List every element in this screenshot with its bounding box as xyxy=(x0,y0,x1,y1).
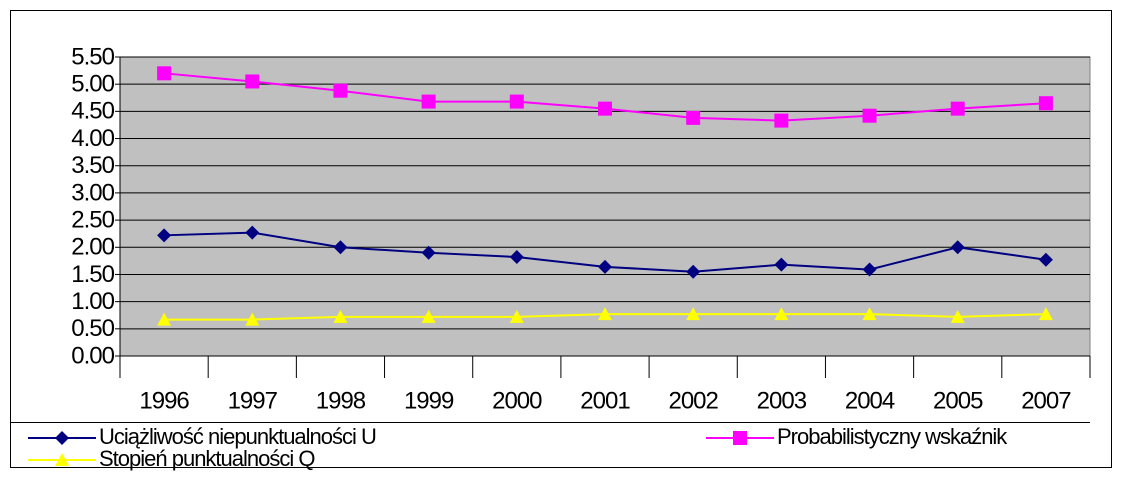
y-tick-label: 5.00 xyxy=(71,71,114,98)
x-tick-label: 1997 xyxy=(228,387,278,414)
x-tick-label: 2001 xyxy=(580,387,630,414)
data-point xyxy=(509,309,524,323)
y-tick-label: 1.00 xyxy=(71,288,114,315)
data-point xyxy=(509,250,524,265)
y-tick-label: 3.50 xyxy=(71,152,114,179)
x-tick-label: 2002 xyxy=(668,387,718,414)
x-tick-label: 2005 xyxy=(933,387,983,414)
y-tick-label: 4.50 xyxy=(71,98,114,125)
data-point xyxy=(333,83,348,98)
data-point xyxy=(333,240,348,255)
y-tick-label: 1.50 xyxy=(71,261,114,288)
data-point xyxy=(862,262,877,277)
data-point xyxy=(245,74,260,89)
x-tick-label: 2003 xyxy=(757,387,807,414)
y-tick-label: 0.00 xyxy=(71,342,114,369)
data-point xyxy=(686,264,701,279)
data-point xyxy=(774,257,789,272)
data-point xyxy=(1038,307,1053,321)
y-tick-label: 3.00 xyxy=(71,179,114,206)
data-point xyxy=(686,110,701,125)
x-tick-label: 2000 xyxy=(492,387,542,414)
x-tick-label: 1996 xyxy=(139,387,189,414)
data-point xyxy=(598,101,612,116)
x-tick-label: 2007 xyxy=(1021,387,1071,414)
legend-marker xyxy=(55,431,69,445)
legend-label: Stopień punktualności Q xyxy=(99,446,315,471)
y-tick-label: 4.00 xyxy=(71,125,114,152)
data-point xyxy=(686,307,701,321)
data-point xyxy=(598,307,612,321)
data-point xyxy=(157,66,172,81)
y-tick-label: 0.50 xyxy=(71,315,114,342)
data-point xyxy=(245,225,260,240)
y-tick-label: 5.50 xyxy=(71,43,114,70)
data-point xyxy=(421,94,436,109)
x-tick-label: 2004 xyxy=(845,387,895,414)
data-point xyxy=(421,245,436,260)
data-point xyxy=(1038,96,1053,111)
y-tick-label: 2.00 xyxy=(71,234,114,261)
legend-label: Probabilistyczny wskaźnik xyxy=(777,424,1008,449)
legend-marker xyxy=(733,431,747,445)
data-point xyxy=(509,94,524,109)
data-point xyxy=(862,108,877,123)
data-point xyxy=(245,312,260,326)
x-tick-label: 1999 xyxy=(404,387,454,414)
data-point xyxy=(950,101,965,116)
data-point xyxy=(157,312,172,326)
y-tick-label: 2.50 xyxy=(71,206,114,233)
data-point xyxy=(421,309,436,323)
data-point xyxy=(333,309,348,323)
data-point xyxy=(1038,252,1053,267)
data-point xyxy=(862,307,877,321)
data-point xyxy=(157,228,172,243)
data-point xyxy=(598,259,612,274)
x-tick-label: 1998 xyxy=(316,387,366,414)
data-point xyxy=(774,113,789,128)
legend-marker xyxy=(55,453,69,466)
data-point xyxy=(950,240,965,255)
data-point xyxy=(950,309,965,323)
data-point xyxy=(774,307,789,321)
legend-label: Uciążliwość niepunktualności U xyxy=(99,424,376,449)
